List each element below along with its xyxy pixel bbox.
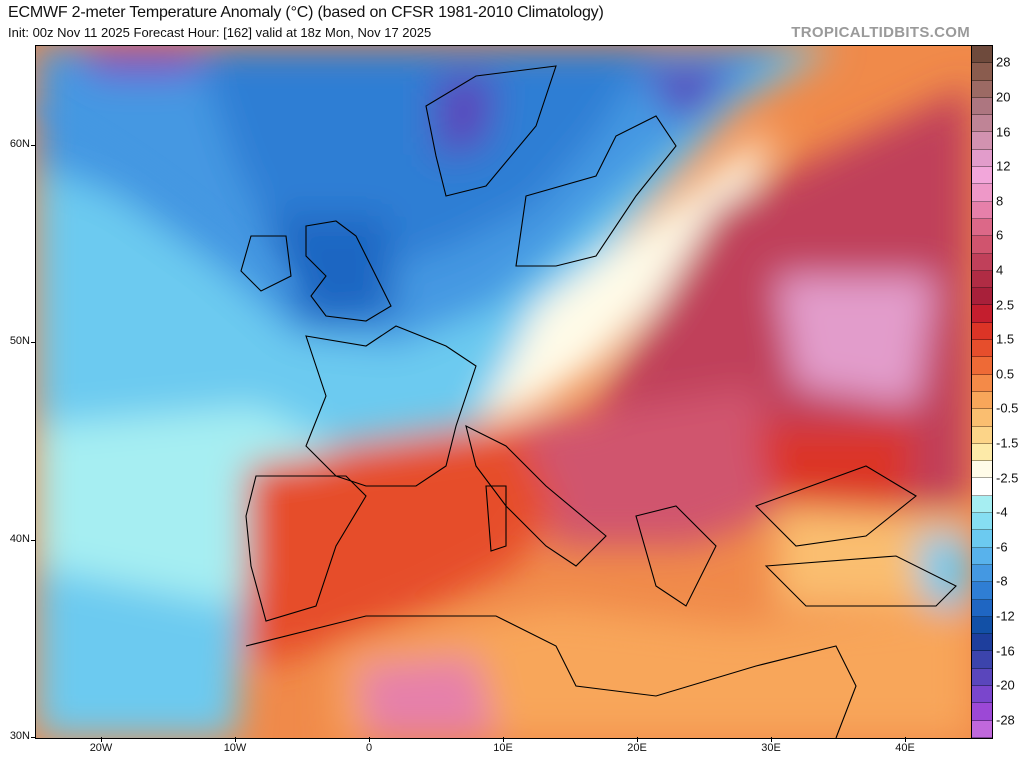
colorbar-segment xyxy=(972,443,992,462)
colorbar-segment xyxy=(972,426,992,444)
lon-label-20e: 20E xyxy=(627,742,647,754)
colorbar-segment xyxy=(972,651,992,669)
colorbar-segment xyxy=(972,218,992,237)
colorbar-segment xyxy=(972,270,992,289)
lon-label-10w: 10W xyxy=(223,742,247,754)
colorbar-segment xyxy=(972,720,992,738)
colorbar-segment xyxy=(972,530,992,548)
colorbar-segment xyxy=(972,167,992,185)
colorbar xyxy=(971,45,993,739)
colorbar-segment xyxy=(972,668,992,686)
colorbar-label: -16 xyxy=(996,643,1015,658)
colorbar-label: -12 xyxy=(996,608,1015,624)
colorbar-label: -2.5 xyxy=(996,470,1019,485)
colorbar-segment xyxy=(972,253,992,271)
lat-label-40n: 40N xyxy=(9,533,30,545)
colorbar-segment xyxy=(972,63,992,81)
colorbar-label: 6 xyxy=(996,227,1004,243)
colorbar-label: 28 xyxy=(996,54,1011,70)
lon-tick xyxy=(503,737,504,742)
anomaly-field xyxy=(36,46,971,738)
lon-tick xyxy=(369,737,370,742)
colorbar-label: 2.5 xyxy=(996,297,1015,312)
colorbar-label: -4 xyxy=(996,504,1008,520)
colorbar-segment xyxy=(972,184,992,202)
colorbar-segment xyxy=(972,374,992,392)
colorbar-label: -1.5 xyxy=(996,435,1019,451)
lat-tick xyxy=(31,145,36,146)
colorbar-segment xyxy=(972,357,992,375)
lon-tick xyxy=(101,737,102,742)
colorbar-segment xyxy=(972,391,992,410)
colorbar-segment xyxy=(972,703,992,721)
temperature-anomaly-map xyxy=(35,45,972,739)
colorbar-segment xyxy=(972,149,992,168)
lon-label-0: 0 xyxy=(365,742,373,754)
colorbar-segment xyxy=(972,236,992,254)
colorbar-label: 12 xyxy=(996,158,1011,174)
lon-label-40e: 40E xyxy=(895,742,915,754)
colorbar-segment xyxy=(972,564,992,583)
lon-tick xyxy=(771,737,772,742)
colorbar-label: 16 xyxy=(996,124,1011,139)
lat-label-50n: 50N xyxy=(9,335,30,347)
colorbar-segment xyxy=(972,547,992,565)
colorbar-segment xyxy=(972,685,992,704)
colorbar-segment xyxy=(972,115,992,133)
lon-label-30e: 30E xyxy=(761,742,781,754)
lat-tick xyxy=(31,342,36,343)
lat-tick xyxy=(31,540,36,541)
colorbar-segment xyxy=(972,132,992,150)
coastlines xyxy=(240,65,957,738)
colorbar-label: -8 xyxy=(996,573,1008,589)
colorbar-segment xyxy=(972,599,992,617)
colorbar-segment xyxy=(972,513,992,531)
colorbar-segment xyxy=(972,46,992,64)
colorbar-label: -20 xyxy=(996,677,1015,693)
colorbar-segment xyxy=(972,634,992,652)
colorbar-label: -28 xyxy=(996,712,1015,728)
map-title: ECMWF 2-meter Temperature Anomaly (°C) (… xyxy=(8,4,604,21)
colorbar-segment xyxy=(972,322,992,341)
colorbar-label: 8 xyxy=(996,193,1004,209)
colorbar-label: 20 xyxy=(996,89,1011,105)
lon-tick xyxy=(905,737,906,742)
colorbar-segment xyxy=(972,409,992,427)
lon-label-20w: 20W xyxy=(89,742,113,754)
colorbar-segment xyxy=(972,461,992,479)
colorbar-segment xyxy=(972,582,992,600)
colorbar-segment xyxy=(972,201,992,219)
lon-tick xyxy=(235,737,236,742)
lat-tick xyxy=(31,737,36,738)
map-subtitle: Init: 00z Nov 11 2025 Forecast Hour: [16… xyxy=(8,25,432,40)
colorbar-segment xyxy=(972,305,992,323)
lat-label-30n: 30N xyxy=(9,730,30,742)
colorbar-label: -6 xyxy=(996,539,1008,555)
colorbar-label: 0.5 xyxy=(996,366,1015,382)
colorbar-segment xyxy=(972,80,992,98)
lat-label-60n: 60N xyxy=(9,138,30,150)
brand-watermark: TROPICALTIDBITS.COM xyxy=(791,24,970,41)
lon-label-10e: 10E xyxy=(493,742,513,754)
colorbar-label: 4 xyxy=(996,262,1004,278)
colorbar-segment xyxy=(972,616,992,635)
colorbar-segment xyxy=(972,340,992,358)
colorbar-segment xyxy=(972,495,992,514)
colorbar-segment xyxy=(972,478,992,496)
colorbar-label: 1.5 xyxy=(996,331,1015,347)
colorbar-segment xyxy=(972,288,992,306)
colorbar-segment xyxy=(972,97,992,116)
colorbar-label: -0.5 xyxy=(996,400,1019,416)
lon-tick xyxy=(637,737,638,742)
